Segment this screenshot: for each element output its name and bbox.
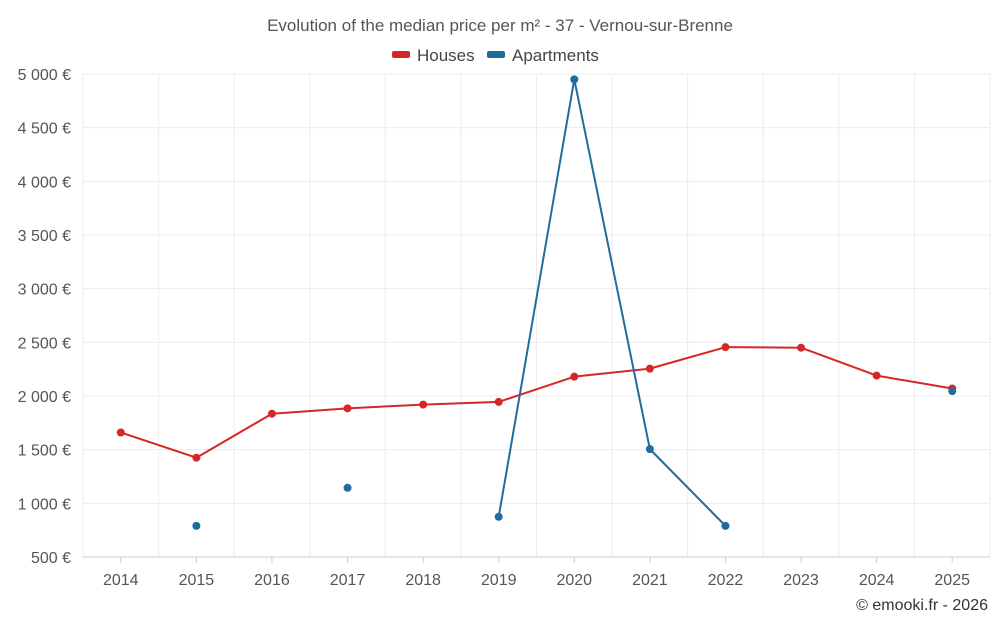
houses-line-segment [422, 400, 500, 406]
apartments-point [645, 445, 654, 454]
x-tick-label: 2021 [632, 572, 668, 589]
x-tick-label: 2025 [934, 572, 970, 589]
legend-swatch-houses [392, 51, 410, 58]
x-tick-label: 2019 [481, 572, 517, 589]
y-tick-label: 2 500 € [18, 335, 71, 352]
houses-point [797, 343, 806, 352]
apartments-point [494, 512, 503, 521]
houses-point [116, 428, 125, 437]
y-tick-label: 3 500 € [18, 228, 71, 245]
houses-point [721, 343, 730, 352]
x-tick-label: 2020 [556, 572, 592, 589]
grid [82, 73, 991, 558]
plot-area [116, 75, 957, 530]
x-tick-label: 2017 [330, 572, 366, 589]
apartments-point [948, 387, 957, 396]
x-tick-label: 2015 [179, 572, 215, 589]
houses-line-segment [119, 431, 198, 459]
chart-title: Evolution of the median price per m² - 3… [267, 16, 733, 35]
houses-line-segment [724, 346, 803, 349]
credit-text: © emooki.fr - 2026 [856, 597, 988, 614]
apartments-point [192, 521, 201, 530]
houses-point [192, 453, 201, 462]
houses-point [267, 409, 276, 418]
x-tick-label: 2016 [254, 572, 290, 589]
houses-line-segment [270, 407, 349, 415]
y-tick-label: 500 € [31, 550, 71, 567]
y-tick-label: 1 000 € [18, 496, 71, 513]
houses-line-segment [875, 374, 954, 390]
y-tick-label: 4 500 € [18, 121, 71, 138]
houses-line-segment [573, 367, 651, 378]
houses-line-segment [497, 375, 576, 403]
series-apartments [192, 75, 957, 530]
y-axis: 5 000 € 4 500 € 4 000 € 3 500 € 3 000 € 2 500… [18, 67, 71, 567]
y-tick-label: 1 500 € [18, 443, 71, 460]
houses-point [419, 400, 428, 409]
apartments-point [721, 521, 730, 530]
houses-point [570, 372, 579, 381]
y-tick-label: 4 000 € [18, 174, 71, 191]
houses-line-segment [800, 346, 878, 377]
apartments-line-segment [573, 78, 651, 451]
series-houses [116, 343, 957, 462]
legend-swatch-apartments [487, 51, 505, 58]
houses-point [494, 397, 503, 406]
houses-point [343, 404, 352, 413]
houses-line-segment [648, 346, 727, 370]
apartments-line-segment [497, 78, 576, 518]
y-tick-label: 2 000 € [18, 389, 71, 406]
legend-label-apartments: Apartments [512, 46, 599, 65]
x-tick-label: 2024 [859, 572, 895, 589]
apartments-point [343, 483, 352, 492]
x-tick-label: 2023 [783, 572, 819, 589]
apartments-point [570, 75, 579, 84]
y-tick-label: 5 000 € [18, 67, 71, 84]
houses-point [872, 371, 881, 380]
y-tick-label: 3 000 € [18, 282, 71, 299]
legend: Houses Apartments [392, 46, 599, 65]
apartments-line-segment [648, 448, 727, 527]
houses-point [645, 364, 654, 373]
houses-line-segment [346, 403, 425, 410]
x-tick-label: 2022 [708, 572, 744, 589]
x-tick-label: 2014 [103, 572, 139, 589]
x-axis: 2014 2015 2016 2017 2018 2019 2020 2021 2022 2023… [83, 556, 990, 589]
x-tick-label: 2018 [405, 572, 441, 589]
legend-label-houses: Houses [417, 46, 475, 65]
houses-line-segment [195, 412, 273, 459]
